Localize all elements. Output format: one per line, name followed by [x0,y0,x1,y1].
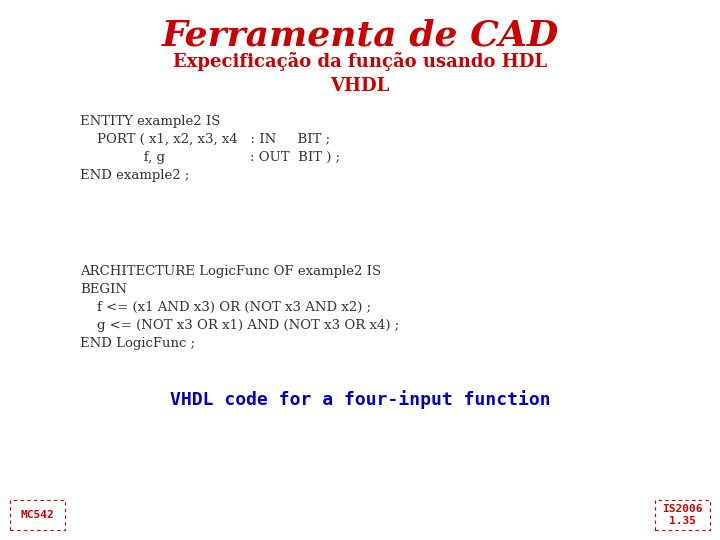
Text: IS2006
1.35: IS2006 1.35 [662,504,703,526]
Text: VHDL code for a four-input function: VHDL code for a four-input function [170,390,550,409]
Text: Ferramenta de CAD: Ferramenta de CAD [161,18,559,52]
Bar [10,500,65,530]
Text: ARCHITECTURE LogicFunc OF example2 IS
BEGIN
    f <= (x1 AND x3) OR (NOT x3 AND : ARCHITECTURE LogicFunc OF example2 IS BE… [80,265,400,350]
Bar [655,500,710,530]
Text: ENTITY example2 IS
    PORT ( x1, x2, x3, x4   : IN     BIT ;
               f, : ENTITY example2 IS PORT ( x1, x2, x3, x4… [80,115,340,182]
Text: Expecificação da função usando HDL
VHDL: Expecificação da função usando HDL VHDL [173,52,547,94]
Text: MC542: MC542 [21,510,55,520]
